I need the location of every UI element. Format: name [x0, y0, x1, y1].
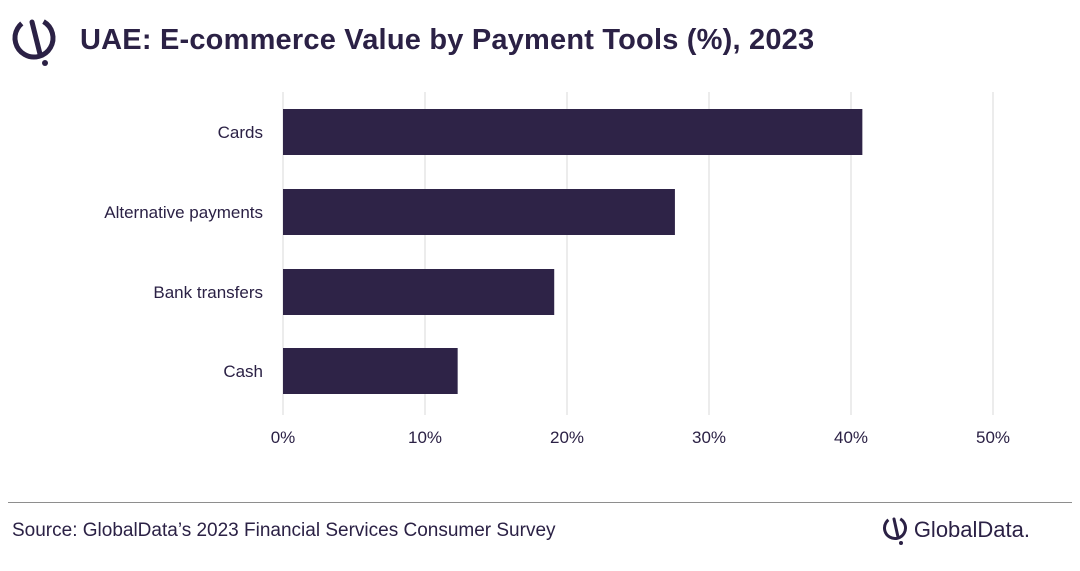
x-tick-label: 20%	[550, 428, 584, 447]
x-tick-label: 30%	[692, 428, 726, 447]
globaldata-logo-icon	[882, 516, 907, 545]
source-note: Source: GlobalData’s 2023 Financial Serv…	[12, 520, 556, 541]
x-tick-label: 50%	[976, 428, 1010, 447]
chart-header: UAE: E-commerce Value by Payment Tools (…	[10, 10, 814, 70]
category-label: Bank transfers	[153, 283, 263, 302]
bar-bank-transfers	[283, 269, 555, 315]
x-tick-label: 0%	[271, 428, 296, 447]
bar-cards	[283, 109, 863, 155]
bar-cash	[283, 348, 458, 394]
x-axis-ticks: 0% 10% 20% 30% 40% 50%	[271, 428, 1010, 447]
globaldata-logo-icon	[12, 16, 56, 66]
x-tick-label: 40%	[834, 428, 868, 447]
brand-name: GlobalData.	[913, 517, 1030, 542]
x-tick-label: 10%	[408, 428, 442, 447]
footer-divider	[8, 502, 1072, 503]
category-label: Alternative payments	[104, 203, 263, 222]
category-labels: Cards Alternative payments Bank transfers C…	[104, 123, 263, 381]
chart-title: UAE: E-commerce Value by Payment Tools (…	[80, 23, 815, 56]
brand-logo: GlobalData.	[882, 512, 1030, 548]
category-label: Cards	[218, 123, 263, 142]
category-label: Cash	[223, 362, 263, 381]
bar-chart: Cards Alternative payments Bank transfers C…	[104, 92, 1010, 447]
bars	[283, 109, 863, 394]
bar-alternative-payments	[283, 189, 675, 235]
